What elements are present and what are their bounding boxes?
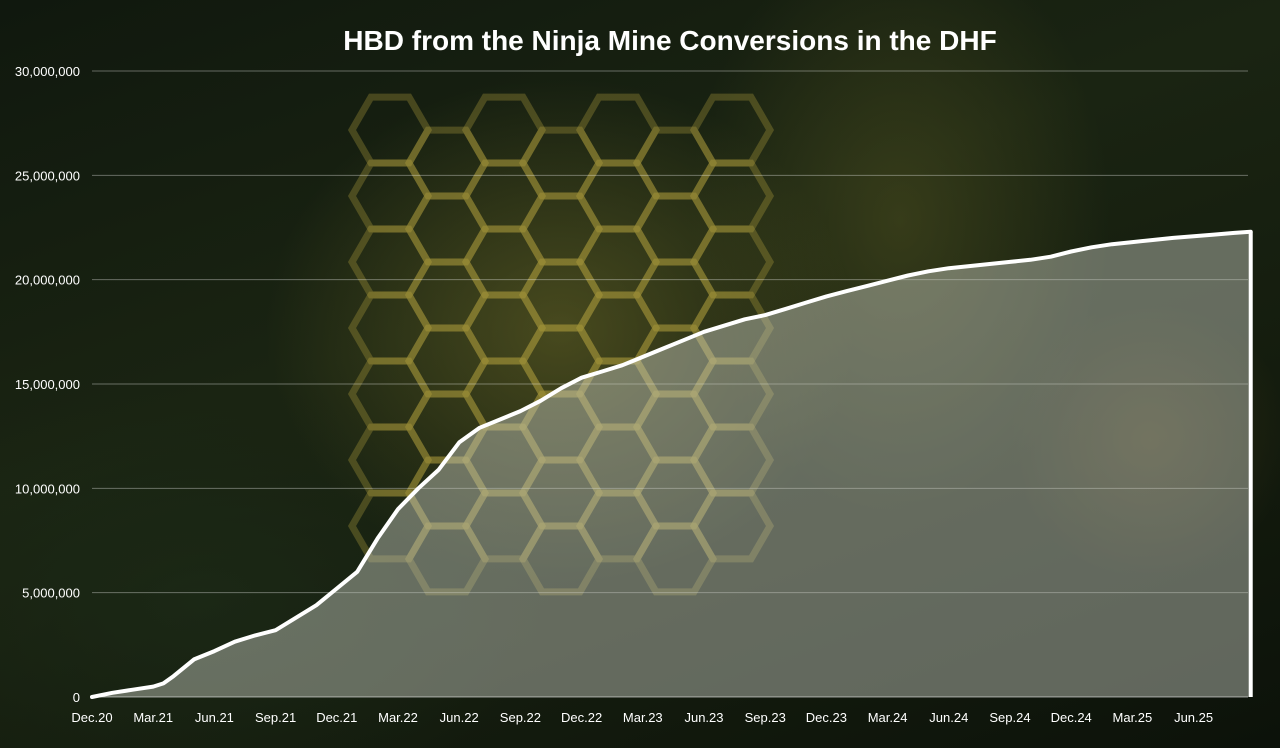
x-tick-label: Jun.24	[929, 710, 968, 725]
honeycomb-cell	[575, 93, 661, 167]
background-honeycomb-decoration	[347, 93, 775, 596]
x-tick-label: Sep.23	[745, 710, 786, 725]
honeycomb-cell	[404, 456, 490, 530]
honeycomb-cell	[404, 258, 490, 332]
series-line	[90, 229, 1253, 699]
x-tick-label: Jun.25	[1174, 710, 1213, 725]
y-tick-label: 10,000,000	[15, 481, 80, 496]
y-tick-label: 20,000,000	[15, 273, 80, 288]
y-tick-label: 5,000,000	[22, 586, 80, 601]
honeycomb-cell	[632, 192, 718, 266]
honeycomb-cell	[347, 159, 433, 233]
x-tick-label: Dec.22	[561, 710, 602, 725]
honeycomb-cell	[347, 225, 433, 299]
x-tick-label: Jun.23	[684, 710, 723, 725]
x-tick-label: Dec.20	[71, 710, 112, 725]
honeycomb-cell	[632, 522, 718, 596]
x-tick-label: Mar.21	[133, 710, 173, 725]
honeycomb-cell	[461, 423, 547, 497]
honeycomb-cell	[404, 126, 490, 200]
honeycomb-cell	[575, 423, 661, 497]
series-layer	[90, 229, 1253, 699]
x-tick-label: Dec.23	[806, 710, 847, 725]
honeycomb-cell	[518, 192, 604, 266]
honeycomb-cell	[689, 225, 775, 299]
honeycomb-cell	[518, 324, 604, 398]
y-tick-label: 30,000,000	[15, 64, 80, 79]
x-tick-label: Mar.23	[623, 710, 663, 725]
honeycomb-cell	[461, 93, 547, 167]
honeycomb-cell	[347, 489, 433, 563]
series-area-fill	[92, 231, 1251, 697]
x-tick-label: Sep.24	[989, 710, 1030, 725]
honeycomb-cell	[575, 225, 661, 299]
honeycomb-cell	[632, 390, 718, 464]
honeycomb-cell	[689, 357, 775, 431]
honeycomb-cell	[404, 522, 490, 596]
honeycomb-cell	[404, 324, 490, 398]
honeycomb-cell	[518, 390, 604, 464]
x-tick-label: Mar.25	[1113, 710, 1153, 725]
honeycomb-cell	[518, 258, 604, 332]
honeycomb-cell	[461, 291, 547, 365]
honeycomb-cell	[461, 159, 547, 233]
honeycomb-cell	[347, 423, 433, 497]
honeycomb-cell	[347, 357, 433, 431]
x-tick-label: Dec.21	[316, 710, 357, 725]
honeycomb-cell	[689, 291, 775, 365]
honeycomb-cell	[632, 258, 718, 332]
honeycomb-cell	[518, 126, 604, 200]
x-tick-label: Sep.21	[255, 710, 296, 725]
honeycomb-cell	[461, 225, 547, 299]
gridlines	[92, 70, 1248, 594]
y-tick-label: 15,000,000	[15, 377, 80, 392]
x-tick-label: Dec.24	[1051, 710, 1092, 725]
honeycomb-cell	[689, 159, 775, 233]
honeycomb-cell	[575, 159, 661, 233]
honeycomb-cell	[689, 489, 775, 563]
y-tick-label: 0	[73, 690, 80, 705]
honeycomb-cell	[404, 390, 490, 464]
honeycomb-cell	[632, 126, 718, 200]
honeycomb-cell	[461, 357, 547, 431]
honeycomb-cell	[347, 291, 433, 365]
x-tick-label: Jun.22	[440, 710, 479, 725]
chart-title: HBD from the Ninja Mine Conversions in t…	[343, 25, 996, 56]
honeycomb-cell	[689, 93, 775, 167]
honeycomb-cell	[632, 456, 718, 530]
honeycomb-cell	[689, 423, 775, 497]
y-tick-label: 25,000,000	[15, 168, 80, 183]
x-tick-label: Sep.22	[500, 710, 541, 725]
honeycomb-cell	[518, 522, 604, 596]
x-tick-label: Mar.24	[868, 710, 908, 725]
honeycomb-cell	[575, 489, 661, 563]
honeycomb-cell	[461, 489, 547, 563]
honeycomb-cell	[347, 93, 433, 167]
honeycomb-cell	[518, 456, 604, 530]
x-axis-tick-labels: Dec.20 Mar.21 Jun.21 Sep.21 Dec.21 Mar.22 Jun.…	[71, 710, 1213, 725]
y-axis-tick-labels: 0 5,000,000 10,000,000 15,000,000 20,000,000…	[15, 64, 80, 705]
x-tick-label: Jun.21	[195, 710, 234, 725]
x-tick-label: Mar.22	[378, 710, 418, 725]
honeycomb-cell	[404, 192, 490, 266]
